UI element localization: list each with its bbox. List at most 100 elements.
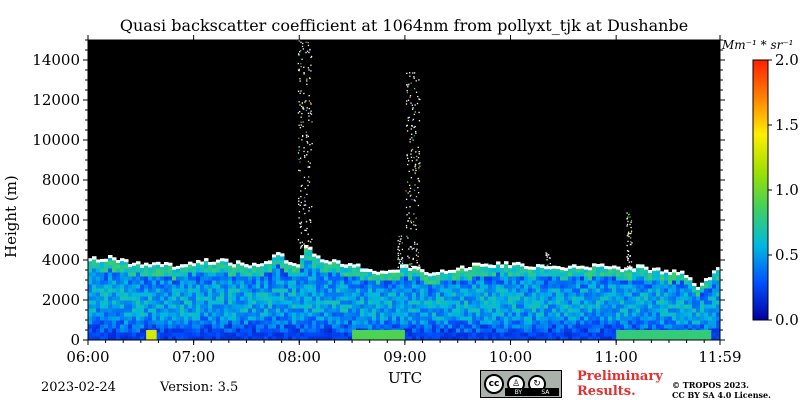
plume-point	[399, 260, 401, 263]
heatmap-cell	[108, 312, 113, 317]
heatmap-cell	[432, 288, 437, 293]
heatmap-cell	[296, 300, 301, 305]
heatmap-cell	[244, 308, 249, 313]
heatmap-cell	[436, 300, 441, 305]
heatmap-cell	[368, 316, 373, 321]
heatmap-cell	[308, 312, 313, 317]
plume-point	[298, 149, 300, 151]
heatmap-cell	[524, 332, 529, 337]
heatmap-cell	[204, 268, 209, 273]
heatmap-cell	[536, 276, 541, 281]
heatmap-cell	[264, 276, 269, 281]
heatmap-cell	[132, 280, 137, 285]
heatmap-cell	[704, 320, 709, 325]
plume-point	[417, 191, 420, 194]
heatmap-cell	[688, 304, 693, 309]
heatmap-cell	[340, 308, 345, 313]
heatmap-cell	[276, 336, 281, 340]
plume-point	[629, 255, 631, 257]
heatmap-cell	[452, 284, 457, 289]
heatmap-cell	[220, 332, 225, 337]
plume-point	[545, 252, 547, 254]
heatmap-cell	[608, 316, 613, 321]
layer-top-fringe	[672, 269, 677, 273]
heatmap-cell	[648, 316, 653, 321]
heatmap-cell	[196, 320, 201, 325]
heatmap-cell	[556, 316, 561, 321]
plume-point	[302, 121, 304, 123]
heatmap-cell	[404, 284, 409, 289]
heatmap-cell	[532, 304, 537, 309]
heatmap-cell	[152, 292, 157, 297]
heatmap-cells	[88, 245, 720, 340]
heatmap-cell	[520, 332, 525, 337]
plume-point	[300, 63, 302, 65]
heatmap-cell	[536, 300, 541, 305]
heatmap-cell	[548, 312, 553, 317]
heatmap-cell	[384, 324, 389, 329]
heatmap-cell	[288, 284, 293, 289]
plume-point	[626, 234, 629, 237]
heatmap-cell	[684, 320, 689, 325]
layer-top-fringe	[600, 263, 605, 267]
heatmap-cell	[356, 272, 361, 277]
preliminary-line1: Preliminary	[577, 369, 663, 384]
plume-point	[409, 190, 411, 193]
heatmap-cell	[176, 268, 181, 273]
heatmap-cell	[88, 312, 93, 317]
heatmap-cell	[180, 332, 185, 337]
heatmap-cell	[652, 276, 657, 281]
plume-point	[626, 225, 628, 227]
heatmap-cell	[400, 316, 405, 321]
heatmap-cell	[428, 288, 433, 293]
heatmap-cell	[444, 276, 449, 281]
heatmap-cell	[452, 332, 457, 337]
plume-point	[416, 155, 418, 158]
heatmap-cell	[364, 276, 369, 281]
plume-point	[298, 101, 300, 103]
heatmap-cell	[252, 300, 257, 305]
heatmap-cell	[560, 268, 565, 273]
heatmap-cell	[300, 320, 305, 325]
heatmap-cell	[296, 288, 301, 293]
heatmap-cell	[340, 296, 345, 301]
heatmap-cell	[176, 272, 181, 277]
heatmap-cell	[552, 324, 557, 329]
heatmap-cell	[584, 304, 589, 309]
heatmap-cell	[540, 320, 545, 325]
heatmap-cell	[304, 248, 309, 253]
heatmap-cell	[264, 264, 269, 269]
heatmap-cell	[276, 264, 281, 269]
plume-point	[297, 62, 299, 65]
heatmap-cell	[148, 296, 153, 301]
heatmap-cell	[320, 292, 325, 297]
heatmap-cell	[312, 264, 317, 269]
heatmap-cell	[504, 300, 509, 305]
heatmap-cell	[132, 312, 137, 317]
heatmap-cell	[428, 312, 433, 317]
heatmap-cell	[436, 320, 441, 325]
heatmap-cell	[444, 336, 449, 340]
plume-point	[406, 154, 408, 156]
heatmap-cell	[268, 280, 273, 285]
heatmap-cell	[264, 288, 269, 293]
layer-top-fringe	[580, 265, 585, 269]
heatmap-cell	[268, 308, 273, 313]
heatmap-cell	[388, 308, 393, 313]
heatmap-cell	[236, 268, 241, 273]
heatmap-cell	[212, 336, 217, 340]
heatmap-cell	[212, 276, 217, 281]
heatmap-cell	[236, 264, 241, 269]
heatmap-cell	[504, 292, 509, 297]
heatmap-cell	[116, 332, 121, 337]
heatmap-cell	[444, 308, 449, 313]
heatmap-cell	[468, 292, 473, 297]
plume-point	[546, 259, 548, 261]
heatmap-cell	[120, 324, 125, 329]
heatmap-cell	[508, 280, 513, 285]
heatmap-cell	[496, 316, 501, 321]
layer-top-fringe	[88, 258, 93, 262]
heatmap-cell	[476, 276, 481, 281]
heatmap-cell	[344, 284, 349, 289]
heatmap-cell	[232, 284, 237, 289]
